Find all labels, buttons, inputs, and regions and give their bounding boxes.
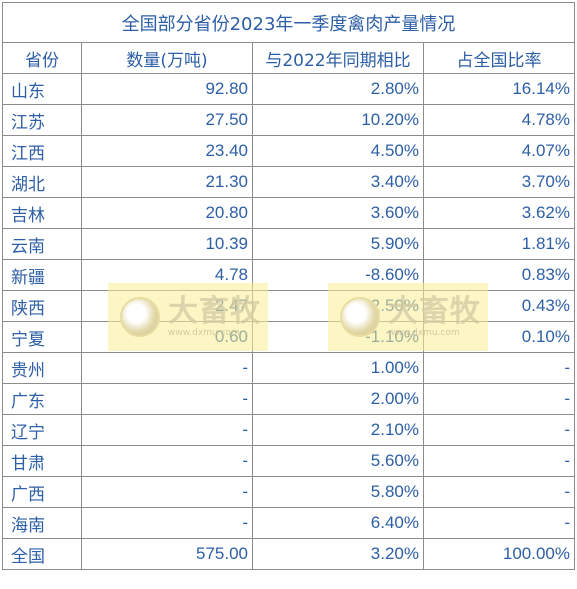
cell-yoy-change: 5.90%: [252, 228, 424, 260]
cell-province: 陕西: [2, 290, 82, 322]
cell-quantity: 21.30: [81, 166, 253, 198]
cell-national-share: -: [423, 445, 575, 477]
cell-national-share: -: [423, 476, 575, 508]
cell-province: 贵州: [2, 352, 82, 384]
cell-province: 广西: [2, 476, 82, 508]
table-row: 贵州 -1.00% -: [2, 352, 575, 384]
table-row: 甘肃 -5.60% -: [2, 445, 575, 477]
cell-national-share: -: [423, 352, 575, 384]
table-row: 辽宁 -2.10% -: [2, 414, 575, 446]
header-national-share: 占全国比率: [423, 42, 575, 74]
cell-province: 广东: [2, 383, 82, 415]
table-row: 山东 92.80 2.80% 16.14%: [2, 73, 575, 105]
cell-yoy-change: -1.10%: [252, 321, 424, 353]
cell-province: 山东: [2, 73, 82, 105]
cell-quantity: -: [81, 383, 253, 415]
cell-province: 新疆: [2, 259, 82, 291]
cell-quantity: -: [81, 414, 253, 446]
cell-yoy-change: 5.60%: [252, 445, 424, 477]
cell-national-share: 4.07%: [423, 135, 575, 167]
header-yoy-change: 与2022年同期相比: [252, 42, 424, 74]
table-row: 湖北 21.30 3.40% 3.70%: [2, 166, 575, 198]
cell-province: 云南: [2, 228, 82, 260]
cell-province: 江苏: [2, 104, 82, 136]
cell-quantity: 92.80: [81, 73, 253, 105]
header-province: 省份: [2, 42, 82, 74]
cell-quantity: 23.40: [81, 135, 253, 167]
cell-province: 宁夏: [2, 321, 82, 353]
table-container: 全国部分省份2023年一季度禽肉产量情况 省份 数量(万吨) 与2022年同期相…: [2, 2, 575, 570]
cell-quantity: 4.78: [81, 259, 253, 291]
cell-national-share: 16.14%: [423, 73, 575, 105]
cell-national-share: 3.62%: [423, 197, 575, 229]
cell-yoy-change: 2.00%: [252, 383, 424, 415]
cell-yoy-change: 1.00%: [252, 352, 424, 384]
cell-province: 辽宁: [2, 414, 82, 446]
cell-quantity: 27.50: [81, 104, 253, 136]
cell-quantity: 2.47: [81, 290, 253, 322]
table-row: 吉林 20.80 3.60% 3.62%: [2, 197, 575, 229]
table-row: 广西 -5.80% -: [2, 476, 575, 508]
cell-province: 江西: [2, 135, 82, 167]
cell-national-share: -: [423, 383, 575, 415]
cell-province: 甘肃: [2, 445, 82, 477]
table-row: 江苏 27.50 10.20% 4.78%: [2, 104, 575, 136]
cell-quantity: 575.00: [81, 538, 253, 570]
cell-yoy-change: 6.40%: [252, 507, 424, 539]
cell-province: 全国: [2, 538, 82, 570]
table-row: 江西 23.40 4.50% 4.07%: [2, 135, 575, 167]
cell-national-share: 0.10%: [423, 321, 575, 353]
cell-yoy-change: 3.40%: [252, 166, 424, 198]
table-row: 广东 -2.00% -: [2, 383, 575, 415]
cell-yoy-change: -8.60%: [252, 259, 424, 291]
cell-yoy-change: 2.50%: [252, 290, 424, 322]
cell-national-share: 1.81%: [423, 228, 575, 260]
cell-quantity: 10.39: [81, 228, 253, 260]
table-row: 云南 10.39 5.90% 1.81%: [2, 228, 575, 260]
cell-yoy-change: 10.20%: [252, 104, 424, 136]
header-row: 省份 数量(万吨) 与2022年同期相比 占全国比率: [2, 42, 575, 74]
cell-quantity: 20.80: [81, 197, 253, 229]
table-row: 海南 -6.40% -: [2, 507, 575, 539]
table-row: 全国 575.00 3.20% 100.00%: [2, 538, 575, 570]
cell-national-share: 0.83%: [423, 259, 575, 291]
cell-province: 湖北: [2, 166, 82, 198]
cell-yoy-change: 3.20%: [252, 538, 424, 570]
cell-national-share: 100.00%: [423, 538, 575, 570]
table-title: 全国部分省份2023年一季度禽肉产量情况: [2, 2, 575, 43]
cell-yoy-change: 2.10%: [252, 414, 424, 446]
cell-yoy-change: 5.80%: [252, 476, 424, 508]
table-row: 陕西 2.47 2.50% 0.43%: [2, 290, 575, 322]
cell-national-share: 3.70%: [423, 166, 575, 198]
header-quantity: 数量(万吨): [81, 42, 253, 74]
cell-yoy-change: 3.60%: [252, 197, 424, 229]
cell-quantity: -: [81, 445, 253, 477]
cell-quantity: -: [81, 352, 253, 384]
cell-national-share: -: [423, 414, 575, 446]
cell-national-share: 4.78%: [423, 104, 575, 136]
cell-yoy-change: 2.80%: [252, 73, 424, 105]
cell-quantity: -: [81, 476, 253, 508]
cell-quantity: -: [81, 507, 253, 539]
poultry-production-table: 全国部分省份2023年一季度禽肉产量情况 省份 数量(万吨) 与2022年同期相…: [2, 2, 575, 570]
cell-national-share: -: [423, 507, 575, 539]
cell-quantity: 0.60: [81, 321, 253, 353]
table-row: 新疆 4.78 -8.60% 0.83%: [2, 259, 575, 291]
cell-yoy-change: 4.50%: [252, 135, 424, 167]
cell-province: 海南: [2, 507, 82, 539]
cell-national-share: 0.43%: [423, 290, 575, 322]
table-row: 宁夏 0.60 -1.10% 0.10%: [2, 321, 575, 353]
cell-province: 吉林: [2, 197, 82, 229]
